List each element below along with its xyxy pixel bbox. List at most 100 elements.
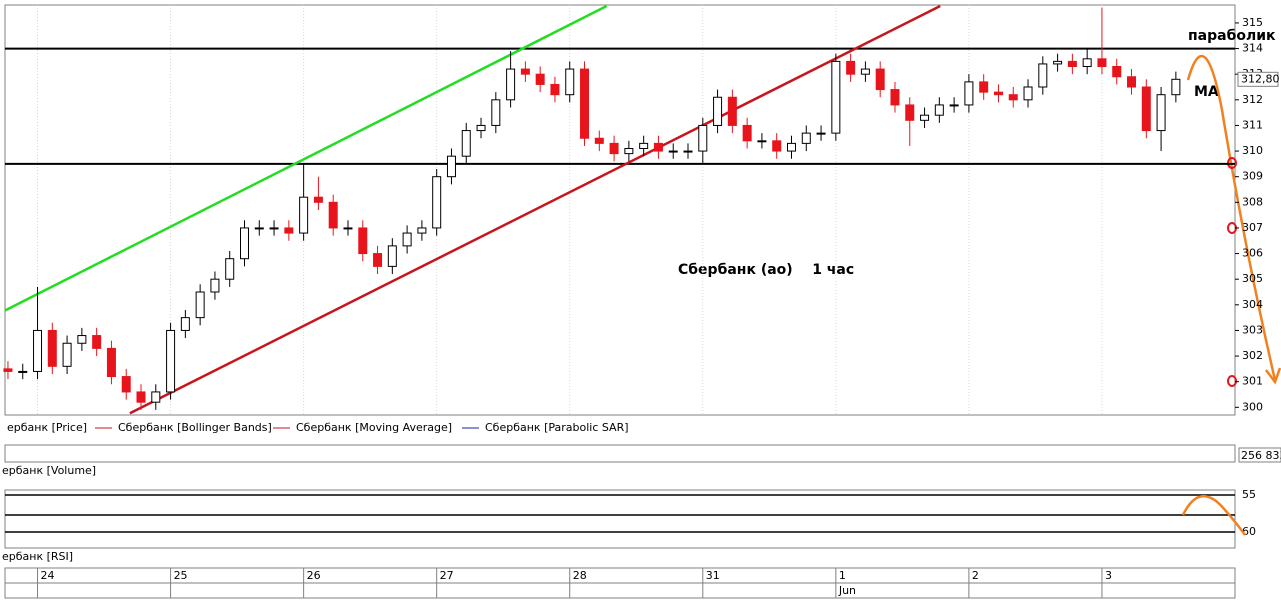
candle-body — [47, 329, 57, 367]
candle-body — [225, 258, 235, 280]
candle-body — [313, 196, 323, 203]
y-tick-label: 303 — [1242, 323, 1263, 336]
y-tick-label: 308 — [1242, 195, 1263, 208]
candle-body — [506, 68, 516, 101]
candle-body — [195, 291, 205, 319]
candle-body — [639, 142, 649, 149]
candle-body — [890, 89, 900, 106]
forecast-arrow — [1186, 54, 1277, 381]
candle-body — [92, 335, 102, 349]
candle-body — [979, 81, 989, 93]
candle-body — [269, 227, 279, 230]
candle-body — [757, 140, 767, 143]
candle-body — [934, 104, 944, 116]
last-price-label: 312,80 — [1241, 72, 1280, 85]
candle-body — [580, 68, 590, 139]
y-tick-label: 302 — [1242, 349, 1263, 362]
arrow-head — [1265, 367, 1281, 385]
y-tick-label: 309 — [1242, 170, 1263, 183]
candle-body — [387, 245, 397, 267]
candle-body — [3, 368, 13, 372]
x-tick-label: 2 — [972, 569, 979, 582]
candle-body — [62, 342, 72, 367]
candle-body — [1023, 86, 1033, 101]
candle-body — [653, 142, 663, 152]
month-label: Jun — [838, 584, 856, 597]
plot: 3003013023033043053063073083093103113123… — [3, 4, 1280, 598]
candle-body — [121, 376, 131, 393]
rsi-tick: 60 — [1242, 525, 1256, 538]
trendline — [4, 4, 608, 312]
annotation: МА — [1194, 84, 1219, 100]
candle-body — [446, 155, 456, 178]
candle-body — [535, 73, 545, 85]
candle-body — [683, 150, 693, 153]
legend-sar: Сбербанк [Parabolic SAR] — [485, 421, 629, 434]
rsi-panel — [4, 489, 1236, 549]
volume-panel — [4, 444, 1236, 463]
candle-body — [328, 201, 338, 229]
candle-body — [180, 317, 190, 331]
candle-body — [742, 124, 752, 142]
candle-body — [373, 253, 383, 267]
annotation: параболик — [1188, 28, 1276, 44]
y-tick-label: 312 — [1242, 93, 1263, 106]
y-tick-label: 304 — [1242, 298, 1263, 311]
candle-body — [239, 227, 249, 260]
rsi-label: ербанк [RSI] — [2, 550, 73, 563]
candle-body — [831, 60, 841, 134]
candle-body — [846, 60, 856, 75]
legend-ma: Сбербанк [Moving Average] — [296, 421, 452, 434]
trendline — [129, 4, 941, 415]
candle-body — [402, 232, 412, 247]
candle-body — [727, 96, 737, 126]
candle-body — [786, 142, 796, 152]
x-tick-label: 25 — [174, 569, 188, 582]
candle-body — [1127, 76, 1137, 88]
candle-body — [106, 347, 116, 378]
y-tick-label: 311 — [1242, 118, 1263, 131]
candle-body — [713, 96, 723, 126]
candle-body — [668, 150, 678, 153]
candle-body — [1008, 94, 1018, 101]
candle-body — [491, 99, 501, 126]
candle-body — [860, 68, 870, 75]
candle-body — [136, 391, 146, 403]
y-tick-label: 315 — [1242, 16, 1263, 29]
x-tick-label: 24 — [41, 569, 55, 582]
x-tick-label: 26 — [307, 569, 321, 582]
volume-box — [1238, 447, 1281, 463]
y-tick-label: 300 — [1242, 400, 1263, 413]
y-tick-label: 314 — [1242, 42, 1263, 55]
candle-body — [166, 329, 176, 393]
candle-body — [964, 81, 974, 106]
x-tick-label: 28 — [573, 569, 587, 582]
candle-body — [1067, 60, 1077, 67]
candle-body — [18, 370, 28, 373]
candle-body — [461, 130, 471, 157]
candle-body — [801, 132, 811, 144]
annotation: Сбербанк (ао) 1 час — [678, 262, 854, 278]
candle-body — [33, 329, 43, 372]
last-price-box — [1237, 71, 1279, 87]
y-tick-label: 307 — [1242, 221, 1263, 234]
candle-body — [920, 114, 930, 121]
price-panel — [4, 4, 1236, 416]
volume-label: ербанк [Volume] — [2, 464, 96, 477]
candle-body — [1141, 86, 1151, 132]
candle-body — [1038, 63, 1048, 88]
forecast-arrow — [1181, 494, 1247, 536]
candle-body — [594, 137, 604, 144]
candle-body — [949, 104, 959, 107]
candle-body — [254, 227, 264, 230]
candle-body — [476, 124, 486, 132]
candle-body — [343, 227, 353, 230]
candle-body — [772, 140, 782, 152]
candle-body — [993, 91, 1003, 96]
y-tick-label: 310 — [1242, 144, 1263, 157]
candle-body — [417, 227, 427, 234]
y-tick-label: 301 — [1242, 375, 1263, 388]
candle-body — [1097, 58, 1107, 67]
candle-body — [624, 148, 634, 155]
